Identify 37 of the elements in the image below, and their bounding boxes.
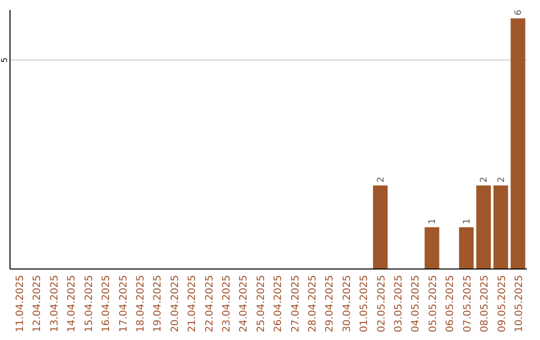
x-tick-label: 11.04.2025 — [15, 275, 26, 332]
x-tick-label: 28.04.2025 — [308, 275, 319, 332]
x-tick-label: 02.05.2025 — [376, 275, 388, 332]
x-tick-label: 04.05.2025 — [410, 275, 422, 332]
x-tick-label: 18.04.2025 — [135, 275, 146, 332]
x-tick-label: 19.04.2025 — [152, 275, 164, 332]
x-tick-label: 25.04.2025 — [256, 275, 267, 332]
x-tick-label: 01.05.2025 — [359, 275, 370, 332]
x-tick-label: 23.04.2025 — [221, 275, 232, 332]
y-tick-label: 5 — [0, 58, 9, 63]
data-label: 2 — [376, 176, 386, 182]
x-tick-label: 24.04.2025 — [238, 275, 250, 332]
x-tick-label: 13.04.2025 — [49, 275, 60, 332]
x-tick-label: 27.04.2025 — [290, 275, 302, 332]
x-tick-label: 12.04.2025 — [32, 275, 44, 332]
x-tick-label: 03.05.2025 — [394, 275, 405, 332]
x-tick-label: 06.05.2025 — [445, 275, 456, 332]
x-tick-label: 17.04.2025 — [118, 275, 130, 332]
x-tick-label: 08.05.2025 — [480, 275, 491, 332]
x-tick-label: 22.04.2025 — [204, 275, 216, 332]
data-label: 6 — [514, 9, 524, 16]
data-label: 2 — [480, 176, 490, 182]
x-tick-label: 29.04.2025 — [324, 275, 336, 332]
x-tick-label: 10.05.2025 — [514, 275, 525, 332]
x-tick-label: 09.05.2025 — [496, 275, 508, 332]
x-tick-label: 15.04.2025 — [84, 275, 95, 332]
x-tick-label: 20.04.2025 — [170, 275, 181, 332]
x-tick-label: 16.04.2025 — [101, 275, 112, 332]
x-tick-label: 30.04.2025 — [342, 275, 353, 332]
x-tick-label: 26.04.2025 — [273, 275, 284, 332]
data-label: 1 — [428, 218, 438, 224]
x-tick-label: 05.05.2025 — [428, 275, 439, 332]
data-label: 2 — [496, 176, 507, 182]
data-label: 1 — [462, 218, 472, 224]
x-tick-label: 14.04.2025 — [66, 275, 78, 332]
x-tick-label: 21.04.2025 — [187, 275, 198, 332]
x-tick-label: 07.05.2025 — [462, 275, 474, 332]
